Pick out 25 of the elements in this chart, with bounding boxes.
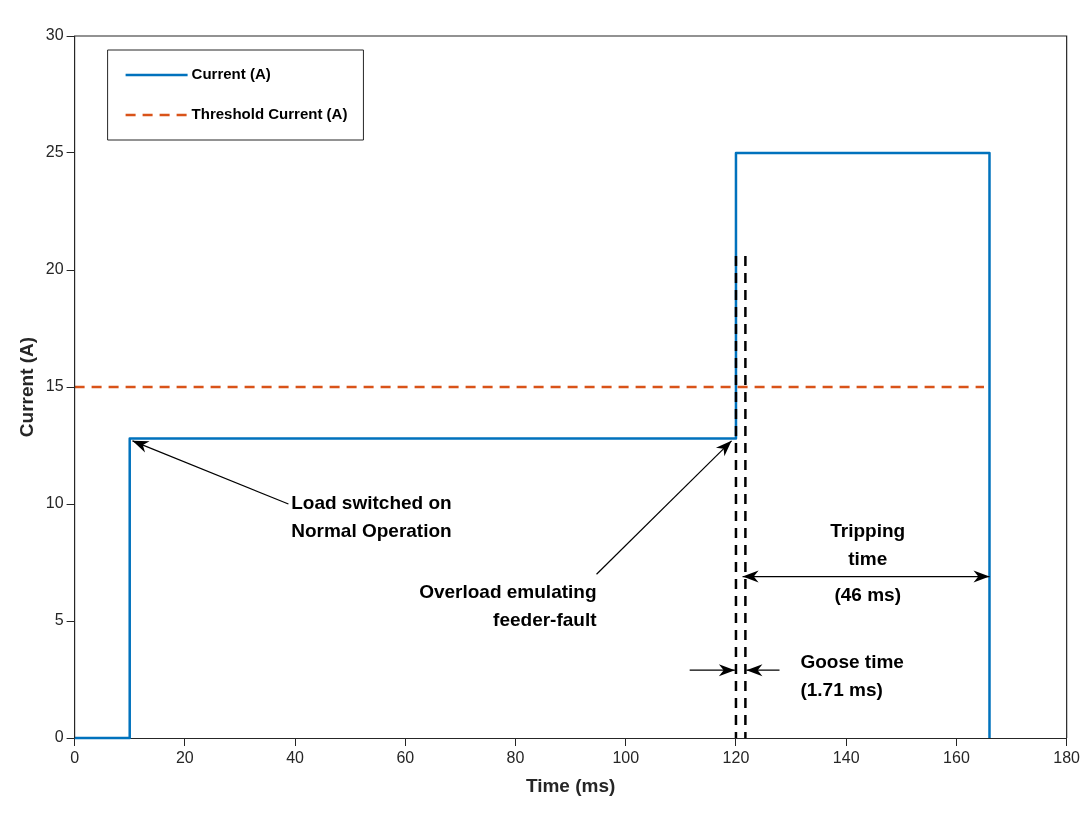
annotation: Overload emulating feeder-fault: [419, 581, 598, 631]
x-tick-label: 0: [70, 749, 80, 767]
legend-label: Threshold Current (A): [191, 105, 348, 123]
x-tick-label: 80: [506, 749, 525, 767]
annotation: Goose time (1.71 ms): [800, 651, 904, 701]
y-tick-label: 15: [45, 377, 64, 395]
x-tick-label: 180: [1053, 749, 1081, 767]
x-tick-label: 40: [286, 749, 305, 767]
y-tick-label: 25: [45, 143, 64, 161]
x-tick-label: 160: [943, 749, 970, 767]
y-tick-label: 10: [45, 494, 64, 512]
y-axis-title: Current (A): [15, 336, 37, 438]
annotation: Tripping time (46 ms): [830, 520, 906, 606]
y-tick-label: 0: [54, 728, 64, 746]
x-tick-label: 20: [175, 749, 194, 767]
annotation: Load switched on Normal Operation: [291, 492, 452, 542]
y-tick-label: 5: [54, 611, 64, 629]
y-tick-label: 30: [45, 26, 64, 44]
y-tick-label: 20: [45, 260, 64, 278]
x-tick-label: 120: [722, 749, 750, 767]
x-tick-label: 140: [832, 749, 860, 767]
legend-label: Current (A): [191, 65, 271, 83]
x-tick-label: 60: [396, 749, 415, 767]
x-tick-label: 100: [612, 749, 640, 767]
x-axis-title: Time (ms): [525, 774, 616, 796]
